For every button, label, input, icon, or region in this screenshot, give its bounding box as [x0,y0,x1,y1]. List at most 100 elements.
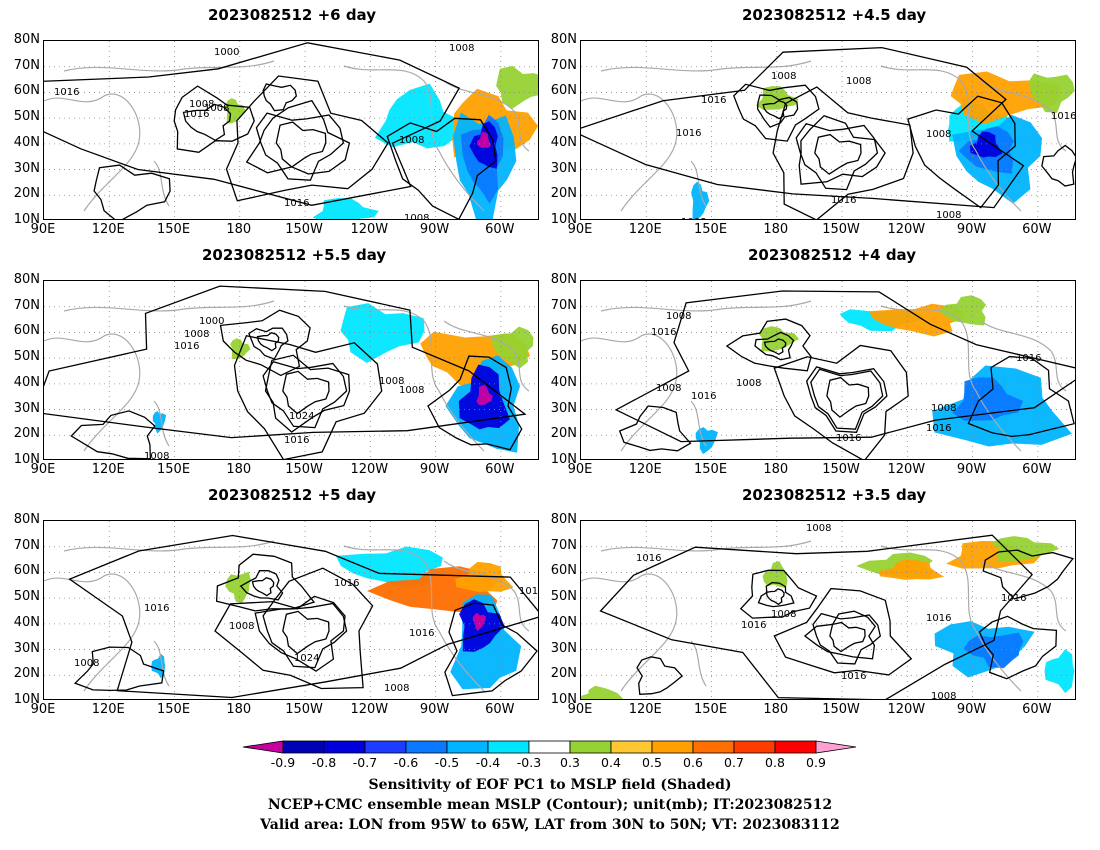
lon-tick-label: 120W [350,222,389,237]
mslp-contour [772,86,914,219]
contour-label: 1008 [184,329,209,340]
coastline [443,560,530,632]
lat-tick-label: 40N [550,374,577,390]
mslp-contour [798,114,886,185]
lat-tick-label: 70N [550,57,577,73]
sensitivity-shade [762,561,788,589]
contour-label: 1008 [399,385,424,396]
coastline [690,640,707,687]
contour-label: 1008 [404,213,429,220]
lat-tick-label: 80N [550,512,577,527]
mslp-contour [762,99,788,120]
colorbar-tick-label: 0.3 [560,755,580,770]
lat-tick-label: 30N [550,400,577,416]
contour-label: 1008 [931,691,956,700]
coastline [980,80,1067,152]
colorbar-swatch [282,740,325,754]
colorbar-swatch [446,740,489,754]
mslp-contour [182,103,232,142]
coastline [600,300,812,312]
lat-tick-label: 80N [13,512,40,527]
lon-tick-label: 90E [567,462,593,477]
lat-tick-label: 80N [13,272,40,287]
lon-tick-label: 180 [763,222,789,237]
mslp-contour [967,355,1075,438]
colorbar-swatch [815,740,857,754]
mslp-contour [255,112,345,181]
mslp-contour [725,318,812,372]
contour-label: 1008 [931,403,956,414]
colorbar-tick-label: 0.4 [601,755,621,770]
colorbar-tick-label: -0.5 [434,755,460,770]
lon-tick-label: 90W [956,222,987,237]
contour-label: 1008 [926,129,951,140]
contour-label: 1016 [701,95,726,106]
mslp-contour [829,621,866,653]
sensitivity-shade [335,546,443,589]
coastline [63,60,275,72]
lat-tick-label: 40N [13,134,40,150]
colorbar-bar [242,740,857,754]
mslp-contour [262,600,348,669]
colorbar-swatch [528,740,571,754]
coastline [880,305,1022,452]
lat-tick-label: 30N [550,640,577,656]
lat-tick-label: 30N [13,640,40,656]
lat-tick-label: 50N [550,589,577,605]
lat-tick-label: 50N [13,109,40,125]
contour-label: 1008 [204,103,229,114]
caption-line-1: Sensitivity of EOF PC1 to MSLP field (Sh… [368,777,732,793]
contour-label: 1016 [1001,593,1026,604]
contour-label: 1008 [806,523,831,534]
colorbar-swatch [733,740,776,754]
lat-tick-label: 70N [550,537,577,553]
mslp-contour [44,285,527,439]
coastline [44,573,141,692]
contour-label: 1008 [449,43,474,54]
lon-tick-label: 120W [887,462,926,477]
lat-tick-label: 70N [13,57,40,73]
lat-tick-label: 40N [13,374,40,390]
contour-label: 1008 [736,378,761,389]
lon-tick-label: 150W [285,222,323,237]
lat-tick-label: 60N [550,323,577,339]
lat-tick-label: 20N [550,426,577,442]
lat-tick-label: 80N [550,272,577,287]
colorbar-swatch [405,740,448,754]
lon-tick-label: 120E [628,222,662,237]
lon-tick-label: 150E [157,462,191,477]
sensitivity-shade [152,411,167,434]
contour-label: 1016 [691,391,716,402]
lat-tick-label: 20N [13,666,40,682]
mslp-contour [978,615,1058,680]
contour-label: 1024 [289,411,314,422]
lat-tick-label: 10N [13,452,40,467]
lon-tick-label: 150W [285,702,323,717]
sensitivity-shade [490,326,534,369]
sensitivity-shade [230,338,251,360]
sensitivity-shade [477,131,492,149]
lon-tick-label: 60W [485,462,515,477]
coastline [343,305,485,452]
mslp-contour [254,595,346,672]
coastline [581,573,678,692]
sensitivity-shade [476,385,493,405]
colorbar-tick-label: 0.9 [806,755,826,770]
lat-tick-label: 50N [550,349,577,365]
coastline [343,545,485,692]
lon-tick-label: 150E [694,702,728,717]
contour-label: 1016 [651,327,676,338]
lon-tick-label: 90W [419,462,450,477]
lat-tick-label: 70N [550,297,577,313]
contour-label: 1016 [831,195,856,206]
lat-tick-label: 60N [13,323,40,339]
mslp-contour [44,42,461,206]
contour-label: 1016 [836,433,861,444]
contour-label: 1016 [284,198,309,209]
lat-tick-label: 40N [550,614,577,630]
contour-label: 1016 [841,671,866,682]
colorbar-tick-label: 0.6 [683,755,703,770]
lon-tick-label: 150W [822,702,860,717]
mslp-contour [805,366,888,433]
mslp-contour [795,122,879,191]
